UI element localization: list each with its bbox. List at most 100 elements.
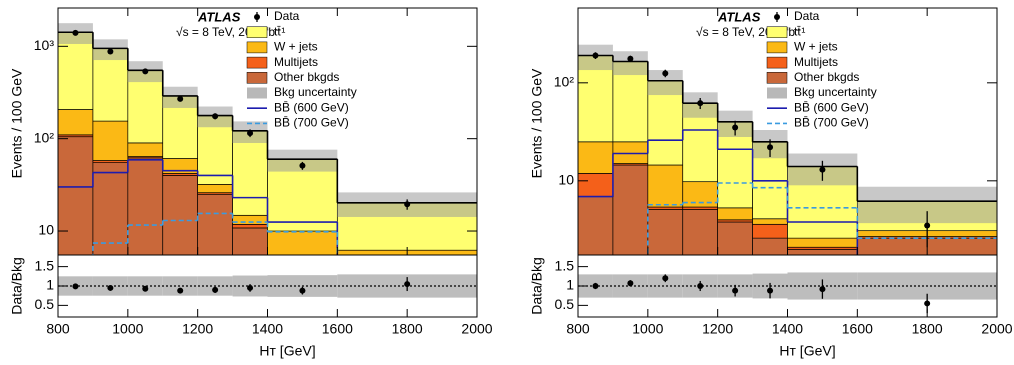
legend-swatch xyxy=(246,41,268,54)
data-point xyxy=(627,55,634,62)
uncertainty-band xyxy=(267,149,338,172)
y-tick-label: 1 xyxy=(46,277,54,293)
legend-swatch xyxy=(766,41,788,54)
stack-bar xyxy=(752,218,788,225)
data-point xyxy=(404,201,411,208)
ratio-point xyxy=(627,280,634,287)
legend-label: Other bkgds xyxy=(794,70,859,84)
ratio-point xyxy=(177,287,184,294)
stack-bar xyxy=(127,157,164,255)
atlas-label: ATLAS xyxy=(717,9,761,24)
ratio-point xyxy=(404,281,411,288)
legend-swatch xyxy=(766,72,788,84)
stack-bar xyxy=(787,248,858,255)
ratio-point xyxy=(107,284,114,291)
stack-bar xyxy=(92,120,129,161)
legend-swatch xyxy=(246,72,268,84)
stack-bar xyxy=(612,164,649,255)
x-tick-label: 1200 xyxy=(182,321,213,337)
legend-swatch xyxy=(766,56,788,69)
x-tick-label: 1200 xyxy=(702,321,733,337)
stack-bar xyxy=(752,237,788,255)
y-tick-label: 0.5 xyxy=(35,296,55,312)
stack-bar xyxy=(787,237,858,248)
ratio-point xyxy=(212,286,219,293)
y-axis-label: Data/Bkg xyxy=(9,257,25,315)
legend-label: Data xyxy=(794,9,820,23)
x-tick-label: 2000 xyxy=(461,321,492,337)
ratio-point xyxy=(819,286,826,293)
stack-bar xyxy=(127,69,164,144)
stack-bar xyxy=(682,209,719,255)
x-tick-label: 800 xyxy=(566,321,590,337)
legend-label: Multijets xyxy=(794,55,838,69)
data-point xyxy=(697,100,704,107)
ratio-point xyxy=(767,287,774,294)
legend-label: tt̄ xyxy=(274,24,281,38)
atlas-label: ATLAS xyxy=(197,9,241,24)
y-tick-label: 10² xyxy=(554,74,575,90)
legend-swatch xyxy=(246,56,268,69)
data-point xyxy=(732,124,739,131)
legend-swatch xyxy=(767,87,787,99)
ratio-band xyxy=(647,274,683,298)
stack-bar xyxy=(162,175,199,255)
legend-swatch xyxy=(247,87,267,99)
stack-bar xyxy=(647,206,684,210)
x-tick-label: 1400 xyxy=(772,321,803,337)
y-axis-label: Data/Bkg xyxy=(529,257,545,315)
legend-label: Bkg uncertainty xyxy=(794,85,877,99)
data-point xyxy=(592,52,599,59)
legend-marker xyxy=(254,14,260,20)
ratio-point xyxy=(924,300,931,307)
legend-label: W + jets xyxy=(274,40,318,54)
legend-marker xyxy=(774,14,780,20)
stack-bar xyxy=(752,223,788,239)
stack-bar xyxy=(127,142,164,157)
ratio-point xyxy=(247,284,254,291)
y-tick-label: 10 xyxy=(558,172,574,188)
data-point xyxy=(107,48,114,55)
ratio-point xyxy=(732,287,739,294)
x-axis-label: Hᴛ [GeV] xyxy=(779,343,835,359)
stack-bar xyxy=(197,184,233,194)
legend-swatch xyxy=(766,26,788,38)
x-tick-label: 1600 xyxy=(322,321,353,337)
x-tick-label: 800 xyxy=(46,321,70,337)
data-point xyxy=(142,68,149,75)
stack-bar xyxy=(268,263,338,268)
legend-label: Data xyxy=(274,9,300,23)
stack-bar xyxy=(647,209,684,255)
data-point xyxy=(662,70,669,77)
data-point xyxy=(767,144,774,151)
data-point xyxy=(212,113,219,120)
ratio-area xyxy=(58,274,477,298)
y-tick-label: 10 xyxy=(38,222,54,238)
y-tick-label: 0.5 xyxy=(555,296,575,312)
stack-bar xyxy=(717,207,753,221)
legend-swatch xyxy=(246,26,268,38)
legend-label: BB̄ (700 GeV) xyxy=(274,116,349,130)
stack-bar xyxy=(232,130,268,216)
ratio-point xyxy=(299,287,306,294)
stack-bar xyxy=(717,221,753,255)
ratio-point xyxy=(662,275,669,282)
x-tick-label: 1800 xyxy=(392,321,423,337)
stack-bar xyxy=(197,193,233,255)
x-tick-label: 1600 xyxy=(842,321,873,337)
data-point xyxy=(299,162,306,169)
data-point xyxy=(247,130,254,137)
ratio-point xyxy=(72,283,79,290)
y-tick-label: 10² xyxy=(34,129,55,145)
stack-bar xyxy=(58,109,94,136)
y-tick-label: 1.5 xyxy=(555,257,575,273)
legend-label: Bkg uncertainty xyxy=(274,85,357,99)
stack-bar xyxy=(232,227,268,255)
stack-bar xyxy=(267,230,338,255)
stack-bar xyxy=(682,206,719,210)
stack-bar xyxy=(612,141,649,164)
legend-label: Multijets xyxy=(274,55,318,69)
stack-bar xyxy=(578,196,614,255)
y-axis-label: Events / 100 GeV xyxy=(9,68,25,178)
legend-label: W + jets xyxy=(794,40,838,54)
